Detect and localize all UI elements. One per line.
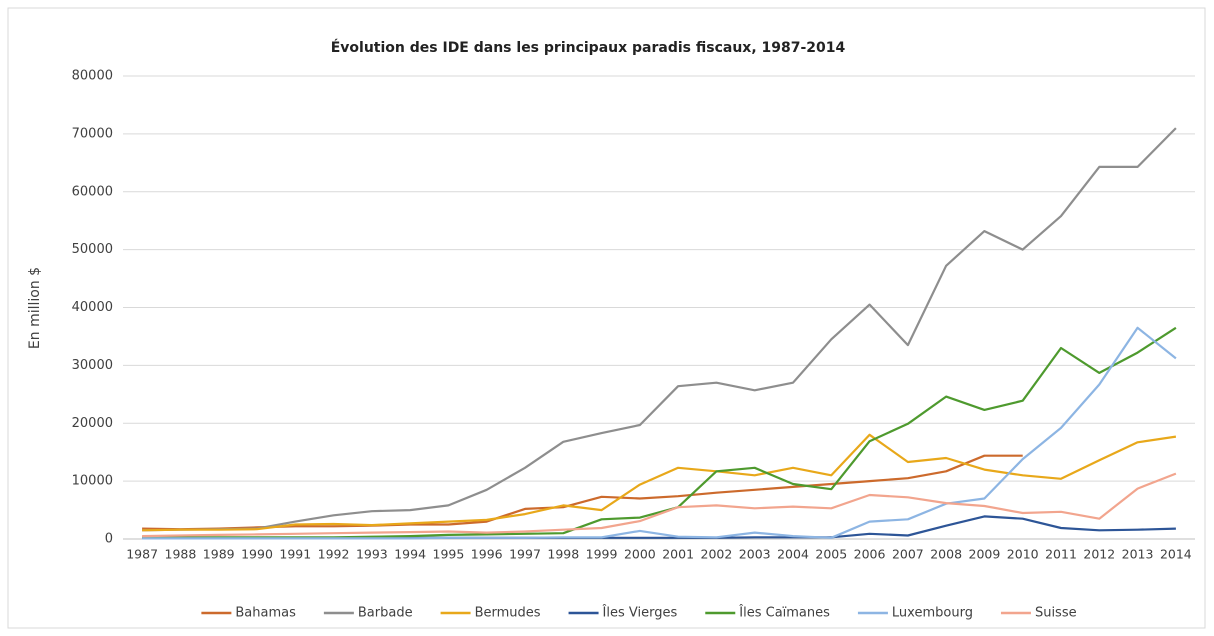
x-tick-label: 2009 <box>969 547 1001 562</box>
x-tick-label: 1995 <box>433 547 465 562</box>
x-tick-label: 1998 <box>547 547 579 562</box>
legend-label: Bermudes <box>475 606 541 621</box>
line-series <box>142 433 1177 532</box>
y-tick-label: 10000 <box>72 474 113 489</box>
x-tick-label: 2008 <box>930 547 962 562</box>
legend-label: Luxembourg <box>892 606 973 621</box>
x-tick-label: 1997 <box>509 547 541 562</box>
y-tick-label: 50000 <box>72 242 113 257</box>
line-series <box>142 472 1177 538</box>
x-tick-label: 1993 <box>356 547 388 562</box>
x-tick-label: 2011 <box>1045 547 1077 562</box>
x-tick-label: 2013 <box>1122 547 1154 562</box>
x-tick-label: 2010 <box>1007 547 1039 562</box>
y-tick-label: 70000 <box>72 126 113 141</box>
y-tick-label: 0 <box>105 532 113 547</box>
x-tick-label: 2014 <box>1160 547 1192 562</box>
chart-frame <box>7 7 1206 629</box>
y-tick-label: 20000 <box>72 416 113 431</box>
y-tick-label: 40000 <box>72 300 113 315</box>
x-tick-label: 2001 <box>662 547 694 562</box>
line-series <box>142 127 1177 532</box>
x-tick-label: 2000 <box>624 547 656 562</box>
legend-label: Îles Caïmanes <box>738 605 830 621</box>
x-tick-label: 1988 <box>165 547 197 562</box>
line-series <box>142 454 1023 531</box>
legend-label: Barbade <box>358 606 413 621</box>
x-tick-label: 1999 <box>586 547 618 562</box>
x-tick-label: 2003 <box>739 547 771 562</box>
legend-label: Îles Vierges <box>602 605 678 621</box>
x-tick-label: 1990 <box>241 547 273 562</box>
x-tick-label: 1996 <box>471 547 503 562</box>
y-tick-label: 60000 <box>72 184 113 199</box>
x-tick-label: 2006 <box>854 547 886 562</box>
chart-title: Évolution des IDE dans les principaux pa… <box>331 39 846 56</box>
y-axis-label: En million $ <box>27 267 43 349</box>
x-tick-label: 2005 <box>815 547 847 562</box>
y-tick-label: 30000 <box>72 358 113 373</box>
legend-label: Suisse <box>1035 606 1077 621</box>
line-series <box>142 326 1177 540</box>
x-tick-label: 2012 <box>1083 547 1115 562</box>
y-tick-label: 80000 <box>72 69 113 84</box>
legend-label: Bahamas <box>235 606 296 621</box>
x-tick-label: 1994 <box>394 547 426 562</box>
line-series <box>142 326 1177 539</box>
x-tick-label: 2002 <box>701 547 733 562</box>
x-tick-label: 1992 <box>318 547 350 562</box>
x-tick-label: 1989 <box>203 547 235 562</box>
x-tick-label: 2004 <box>777 547 809 562</box>
x-tick-label: 2007 <box>892 547 924 562</box>
x-tick-label: 1987 <box>126 547 158 562</box>
x-tick-label: 1991 <box>279 547 311 562</box>
